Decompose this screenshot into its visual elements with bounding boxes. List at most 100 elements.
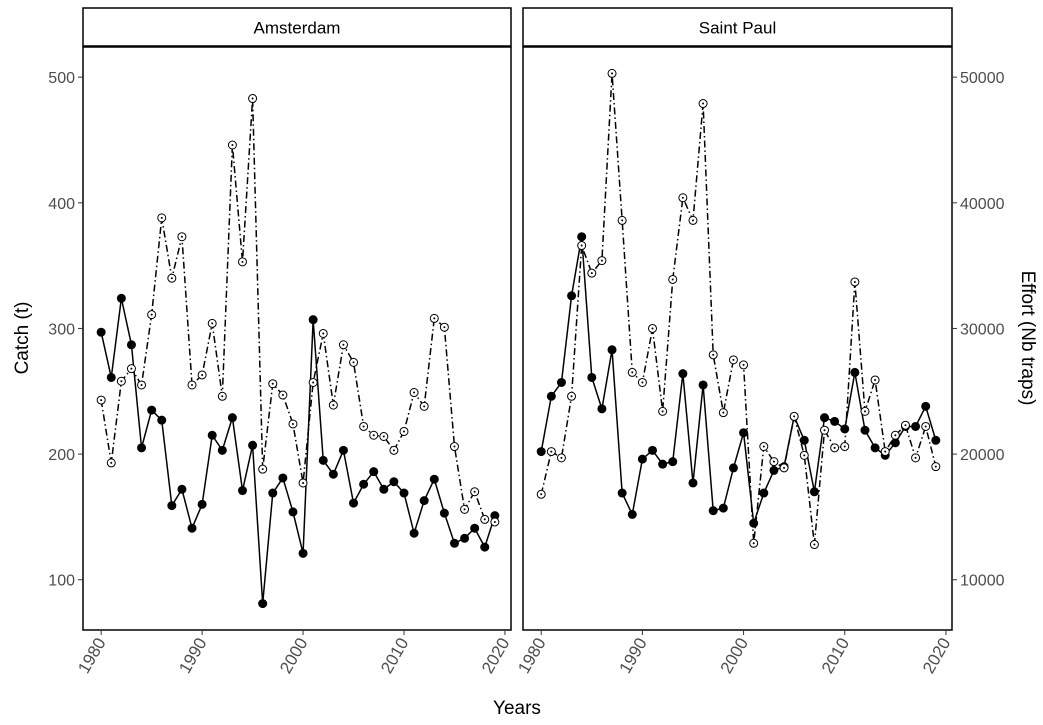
- series-line: [540, 236, 937, 524]
- point-center: [631, 371, 634, 374]
- point-center: [712, 353, 715, 356]
- point: [460, 533, 470, 543]
- point: [328, 469, 338, 479]
- point: [627, 509, 637, 519]
- point: [921, 401, 931, 411]
- point: [369, 467, 379, 477]
- point-center: [211, 322, 214, 325]
- y-tick-label: 400: [48, 196, 75, 213]
- point-center: [661, 410, 664, 413]
- point: [840, 424, 850, 434]
- point-center: [540, 493, 543, 496]
- point-center: [281, 394, 284, 397]
- point-center: [671, 278, 674, 281]
- point-center: [443, 326, 446, 329]
- strip: [82, 7, 512, 47]
- point: [480, 542, 490, 552]
- point-center: [752, 542, 755, 545]
- point-center: [641, 381, 644, 384]
- point: [227, 413, 237, 423]
- y-tick-label: 500: [48, 70, 75, 87]
- point: [389, 477, 399, 487]
- point: [268, 488, 278, 498]
- series-line: [100, 98, 496, 523]
- point: [648, 445, 658, 455]
- panel-border: [522, 46, 953, 631]
- point: [157, 415, 167, 425]
- point: [799, 435, 809, 445]
- y-tick-label: 100: [48, 573, 75, 590]
- point-center: [100, 399, 103, 402]
- point-center: [570, 395, 573, 398]
- point: [217, 445, 227, 455]
- point: [718, 503, 728, 513]
- point-center: [382, 435, 385, 438]
- point: [668, 457, 678, 467]
- point-center: [191, 383, 194, 386]
- point: [298, 548, 308, 558]
- point-center: [702, 102, 705, 105]
- point: [688, 478, 698, 488]
- strip: [522, 7, 953, 47]
- point-center: [681, 196, 684, 199]
- point-center: [793, 415, 796, 418]
- point: [349, 498, 359, 508]
- y2-tick-label: 30000: [960, 321, 1005, 338]
- x-tick-label: 1980: [514, 635, 549, 677]
- y2-tick-label: 50000: [960, 70, 1005, 87]
- y2-tick-label: 10000: [960, 573, 1005, 590]
- point: [419, 496, 429, 506]
- point: [359, 479, 369, 489]
- point-center: [413, 391, 416, 394]
- point: [409, 528, 419, 538]
- point: [607, 345, 617, 355]
- point: [809, 487, 819, 497]
- point-center: [473, 490, 476, 493]
- point: [308, 315, 318, 325]
- point: [850, 367, 860, 377]
- point-center: [560, 456, 563, 459]
- point-center: [924, 425, 927, 428]
- point-center: [463, 508, 466, 511]
- point-center: [332, 404, 335, 407]
- point-center: [762, 445, 765, 448]
- point: [167, 501, 177, 511]
- x-tick-label: 2010: [377, 635, 412, 677]
- point-center: [372, 434, 375, 437]
- x-axis-title: Years: [493, 698, 541, 719]
- point: [399, 488, 409, 498]
- point-center: [201, 373, 204, 376]
- point: [587, 372, 597, 382]
- point-center: [453, 445, 456, 448]
- point-center: [651, 327, 654, 330]
- point: [567, 291, 577, 301]
- point-center: [803, 454, 806, 457]
- point-center: [550, 450, 553, 453]
- point: [556, 377, 566, 387]
- point: [617, 488, 627, 498]
- point-center: [483, 518, 486, 521]
- point: [546, 391, 556, 401]
- point: [207, 430, 217, 440]
- point-center: [322, 332, 325, 335]
- point-center: [783, 466, 786, 469]
- point: [126, 340, 136, 350]
- point: [769, 465, 779, 475]
- y-tick-label: 200: [48, 447, 75, 464]
- point-center: [180, 235, 183, 238]
- point-center: [261, 468, 264, 471]
- point-center: [241, 260, 244, 263]
- point: [439, 508, 449, 518]
- point-center: [914, 456, 917, 459]
- point-center: [884, 450, 887, 453]
- point-center: [150, 313, 153, 316]
- point-center: [863, 410, 866, 413]
- point: [96, 327, 106, 337]
- panel-border: [82, 46, 512, 631]
- point-center: [833, 446, 836, 449]
- point: [278, 473, 288, 483]
- x-tick-label: 1990: [615, 635, 650, 677]
- point: [470, 523, 480, 533]
- point: [931, 435, 941, 445]
